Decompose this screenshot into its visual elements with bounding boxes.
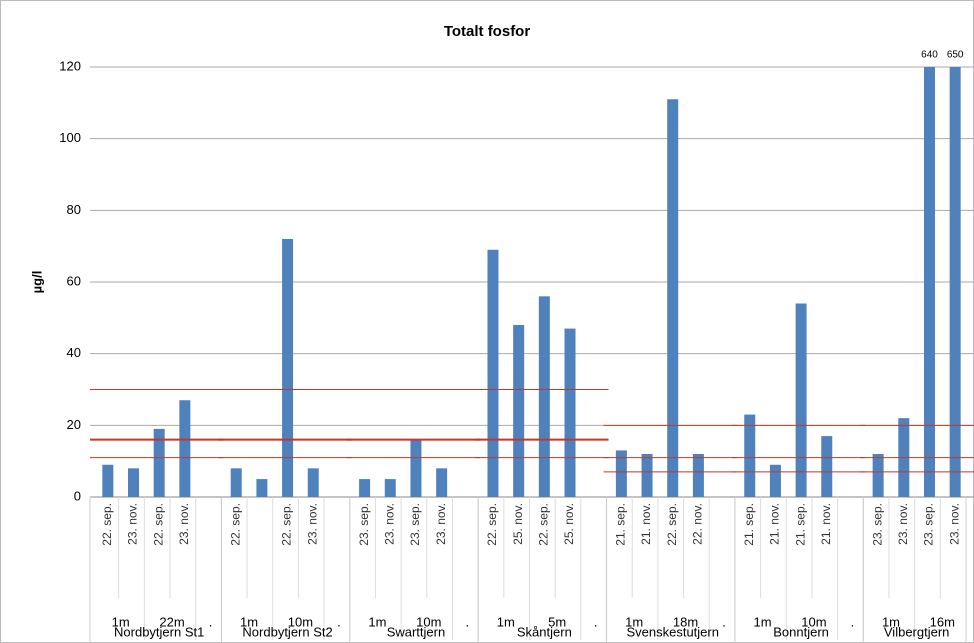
depth-label: 1m [882, 614, 900, 629]
bar [179, 400, 191, 497]
plot-area [102, 67, 961, 497]
date-label: 21. nov. [768, 503, 782, 545]
date-label: 22. sep. [151, 503, 165, 546]
depth-label: 10m [288, 614, 313, 629]
bar [769, 464, 781, 497]
bar [821, 436, 833, 497]
value-label: 650 [947, 50, 964, 61]
value-label: 640 [921, 50, 938, 61]
date-label: 21. nov. [819, 503, 833, 545]
bar [513, 325, 525, 497]
date-label: 23. nov. [177, 503, 191, 545]
depth-label: 22m [159, 614, 184, 629]
depth-label: . [594, 614, 598, 629]
depth-label: . [465, 614, 469, 629]
group-label: Bonntjern [773, 624, 829, 639]
bar [667, 99, 679, 497]
bar [795, 303, 807, 497]
group-label: Skåntjern [517, 624, 572, 639]
y-tick-label: 100 [59, 130, 81, 145]
bar [128, 468, 140, 497]
date-label: 21. sep. [793, 503, 807, 546]
y-tick-label: 80 [67, 202, 81, 217]
depth-label: 1m [368, 614, 386, 629]
bar [436, 468, 448, 497]
depth-label: 1m [497, 614, 515, 629]
date-label: 22. sep. [665, 503, 679, 546]
date-label: 22. sep. [100, 503, 114, 546]
date-label: 21. sep. [742, 503, 756, 546]
chart-title: Totalt fosfor [444, 23, 531, 40]
date-label: 21. nov. [639, 503, 653, 545]
depth-label: . [722, 614, 726, 629]
depth-label: 5m [548, 614, 566, 629]
bar [641, 454, 653, 497]
bar [384, 479, 396, 497]
date-label: 25. nov. [511, 503, 525, 545]
date-label: 22. sep. [280, 503, 294, 546]
depth-label: 10m [801, 614, 826, 629]
group-label: Nordbytjern St1 [114, 624, 204, 639]
bar [282, 239, 294, 497]
bar [923, 67, 935, 497]
date-label: 22. sep. [485, 503, 499, 546]
date-label: 22. sep. [228, 503, 242, 546]
depth-label: 10m [416, 614, 441, 629]
y-tick-label: 120 [59, 58, 81, 73]
date-label: 23. nov. [126, 503, 140, 545]
y-tick-label: 20 [67, 417, 81, 432]
depth-label: 1m [625, 614, 643, 629]
y-tick-label: 0 [74, 488, 81, 503]
depth-label: . [209, 614, 213, 629]
bar [615, 450, 627, 497]
depth-label: 18m [673, 614, 698, 629]
y-axis-label: µg/l [29, 271, 44, 294]
date-label: 21. sep. [614, 503, 628, 546]
group-label: Swarttjern [387, 624, 446, 639]
bar [564, 328, 576, 497]
bar [359, 479, 371, 497]
bar [744, 414, 756, 497]
bar [487, 249, 499, 497]
bar [153, 428, 165, 497]
date-label: 23. sep. [357, 503, 371, 546]
date-label: 22. sep. [537, 503, 551, 546]
depth-label: 16m [930, 614, 955, 629]
depth-label: . [851, 614, 855, 629]
y-tick-label: 60 [67, 273, 81, 288]
date-label: 23. sep. [922, 503, 936, 546]
y-tick-label: 40 [67, 345, 81, 360]
depth-label: . [337, 614, 341, 629]
bar [949, 67, 961, 497]
depth-label: 1m [240, 614, 258, 629]
bar [230, 468, 242, 497]
bar [102, 464, 114, 497]
group-label: Svenskestutjern [626, 624, 719, 639]
date-label: 23. nov. [896, 503, 910, 545]
depth-label: 1m [112, 614, 130, 629]
bar [410, 439, 422, 497]
bar [256, 479, 268, 497]
date-label: 22. nov. [691, 503, 705, 545]
group-label: Nordbytjern St2 [242, 624, 332, 639]
date-label: 23. sep. [408, 503, 422, 546]
date-label: 25. nov. [562, 503, 576, 545]
date-label: 23. nov. [947, 503, 961, 545]
date-label: 23. sep. [870, 503, 884, 546]
bar [538, 296, 550, 497]
bar [307, 468, 319, 497]
bar [692, 454, 704, 497]
bar [872, 454, 884, 497]
date-label: 23. nov. [434, 503, 448, 545]
group-label: Vilbergtjern [884, 624, 950, 639]
date-label: 23. nov. [382, 503, 396, 545]
date-label: 23. nov. [305, 503, 319, 545]
depth-label: 1m [754, 614, 772, 629]
